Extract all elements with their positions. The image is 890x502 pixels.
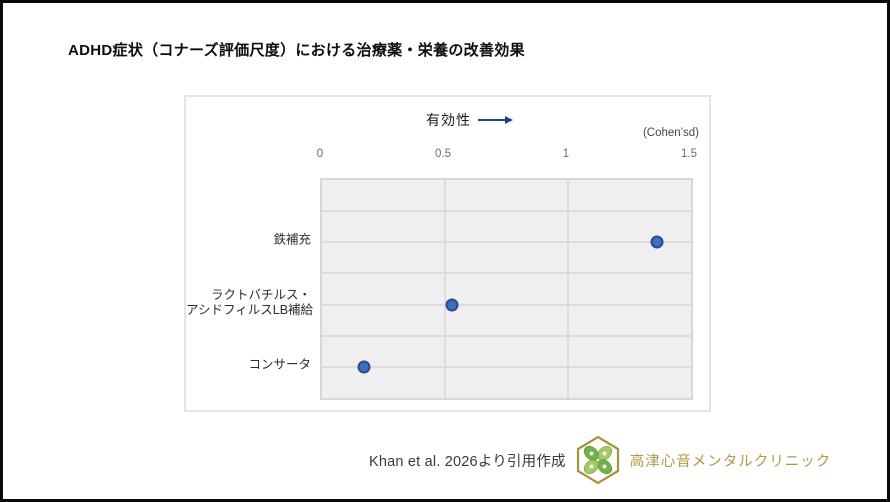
y-axis-labels: 鉄補充ラクトバチルス・ アシドフィルスLB補給コンサータ <box>186 178 314 396</box>
horizontal-gridline <box>322 210 691 213</box>
x-tick-label: 1 <box>562 148 570 160</box>
x-tick-label: 0.5 <box>435 148 451 160</box>
page-title: ADHD症状（コナーズ評価尺度）における治療薬・栄養の改善効果 <box>68 42 525 59</box>
footer: Khan et al. 2026より引用作成 高津心音メンタルクリニック <box>369 435 831 485</box>
x-tick-label: 0 <box>316 148 324 160</box>
chart-panel: 有効性 (Cohen’sd) 0 0.5 1 1.5 鉄補充ラクトバチルス・ アシドフィ… <box>184 95 711 412</box>
category-label: コンサータ <box>248 357 311 372</box>
effectiveness-text: 有効性 <box>426 112 471 128</box>
data-point-3 <box>357 360 371 374</box>
plot-area <box>320 178 693 400</box>
citation-text: Khan et al. 2026より引用作成 <box>369 453 566 470</box>
category-label: 鉄補充 <box>273 232 311 247</box>
vertical-gridline <box>444 180 446 398</box>
unit-label: (Cohen’sd) <box>642 127 699 139</box>
clinic-logo-icon <box>576 435 619 485</box>
x-tick-label: 1.5 <box>681 148 697 160</box>
horizontal-gridline <box>322 241 691 244</box>
data-point-1 <box>650 235 664 249</box>
horizontal-gridline <box>322 272 691 275</box>
horizontal-gridline <box>322 303 691 306</box>
category-label: ラクトバチルス・ アシドフィルスLB補給 <box>186 287 314 317</box>
horizontal-gridline <box>322 334 691 337</box>
horizontal-gridline <box>322 365 691 368</box>
effectiveness-label: 有効性 <box>426 110 514 130</box>
right-arrow-icon <box>478 116 513 124</box>
x-axis-ticks: 0 0.5 1 1.5 <box>316 148 697 163</box>
vertical-gridline <box>567 180 569 398</box>
clinic-name: 高津心音メンタルクリニック <box>629 453 832 470</box>
data-point-2 <box>445 298 459 312</box>
